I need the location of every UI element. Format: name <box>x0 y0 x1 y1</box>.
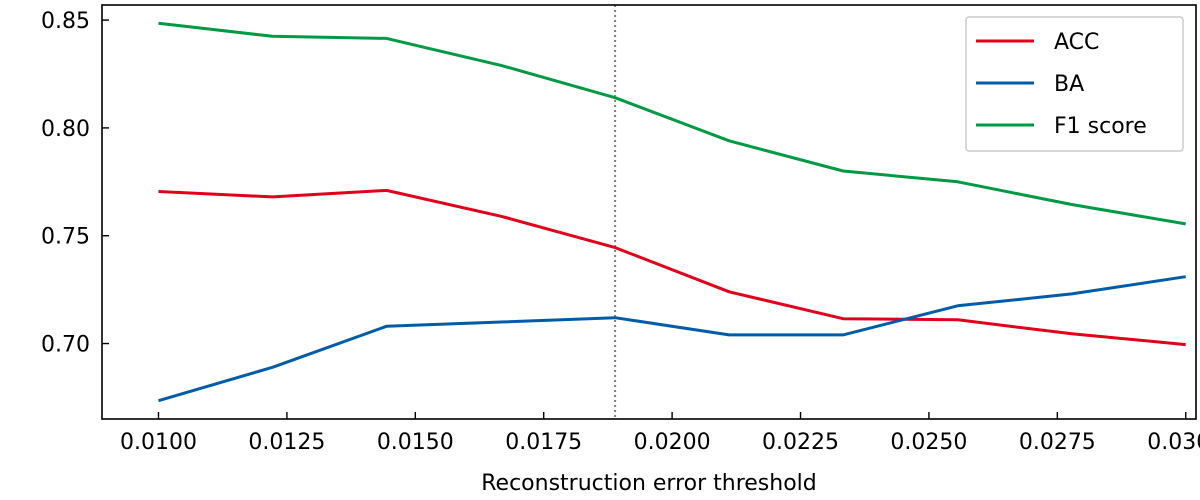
x-tick-label: 0.0300 <box>1147 430 1200 455</box>
legend-box <box>965 16 1184 152</box>
legend: ACC BA F1 score <box>965 16 1184 152</box>
x-tick-label: 0.0225 <box>762 430 839 455</box>
legend-label-acc: ACC <box>1054 30 1099 55</box>
series-line-ba <box>158 275 1186 403</box>
x-tick-label: 0.0250 <box>890 430 967 455</box>
x-axis-label: Reconstruction error threshold <box>481 471 817 496</box>
y-tick-label: 0.85 <box>41 9 90 34</box>
legend-label-f1-score: F1 score <box>1054 114 1147 139</box>
ticks-layer: 0.0100 0.0125 0.0150 0.0175 0.0200 0.0225 0.02… <box>41 9 1200 455</box>
x-tick-label: 0.0175 <box>505 430 582 455</box>
x-tick-label: 0.0125 <box>248 430 325 455</box>
x-tick-label: 0.0100 <box>120 430 197 455</box>
series-layer <box>158 21 1186 403</box>
y-tick-label: 0.75 <box>41 225 90 250</box>
x-tick-label: 0.0275 <box>1019 430 1096 455</box>
plot-frame <box>101 4 1197 420</box>
x-tick-label: 0.0200 <box>634 430 711 455</box>
y-tick-label: 0.80 <box>41 117 90 142</box>
series-line-acc <box>158 188 1186 347</box>
x-tick-label: 0.0150 <box>377 430 454 455</box>
series-line-f1-score <box>158 21 1186 226</box>
y-tick-label: 0.70 <box>41 333 90 358</box>
legend-label-ba: BA <box>1054 72 1084 97</box>
